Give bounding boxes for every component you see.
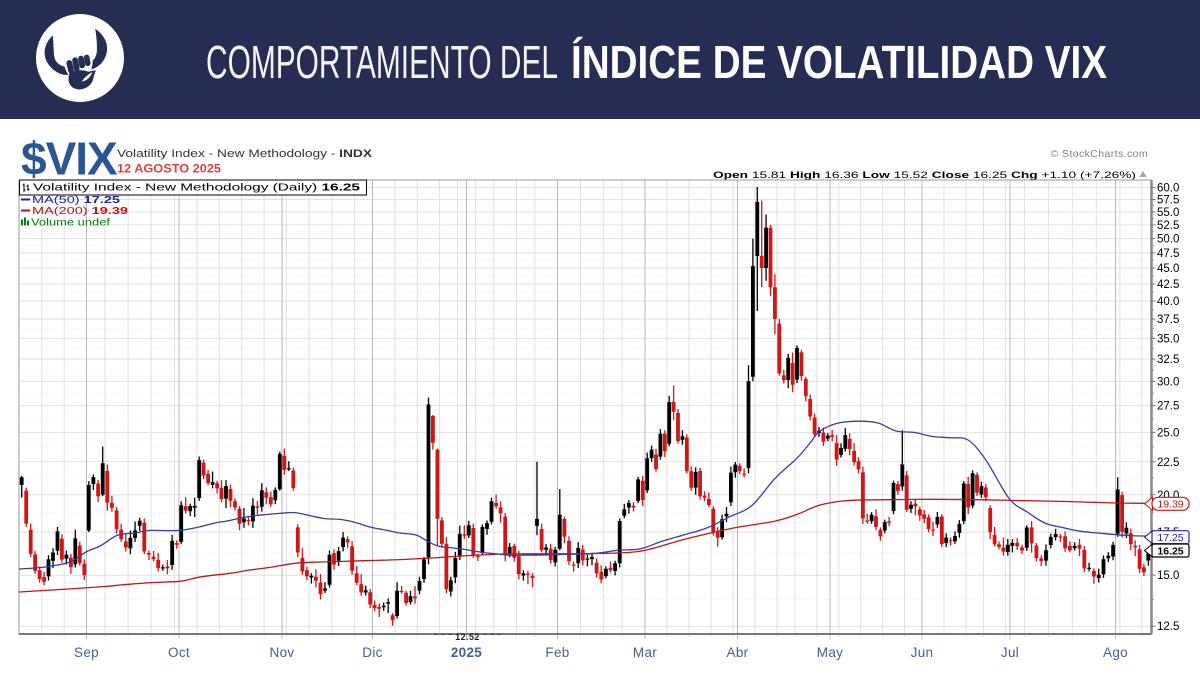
svg-text:COMPORTAMIENTO DEL: COMPORTAMIENTO DEL xyxy=(206,36,558,88)
svg-text:© StockCharts.com: © StockCharts.com xyxy=(1051,148,1148,160)
svg-text:35.0: 35.0 xyxy=(1157,333,1179,345)
svg-text:50.0: 50.0 xyxy=(1157,234,1179,246)
svg-text:16.25: 16.25 xyxy=(1157,545,1183,557)
svg-text:27.5: 27.5 xyxy=(1157,401,1179,413)
svg-text:Nov: Nov xyxy=(270,645,295,660)
svg-text:Ago: Ago xyxy=(1103,645,1128,660)
svg-text:Oct: Oct xyxy=(168,645,190,660)
svg-text:57.5: 57.5 xyxy=(1157,195,1179,207)
svg-text:55.0: 55.0 xyxy=(1157,207,1179,219)
svg-text:Jul: Jul xyxy=(1001,645,1019,660)
svg-text:Mar: Mar xyxy=(633,645,657,660)
svg-text:45.0: 45.0 xyxy=(1157,263,1179,275)
svg-text:Jun: Jun xyxy=(911,645,934,660)
svg-text:Sep: Sep xyxy=(74,645,99,660)
svg-text:Volatility Index - New Methodo: Volatility Index - New Methodology - IND… xyxy=(117,148,373,160)
svg-text:12.52: 12.52 xyxy=(455,632,480,642)
svg-text:47.5: 47.5 xyxy=(1157,248,1179,260)
svg-text:Open 15.81 High 16.36 Low 15.5: Open 15.81 High 16.36 Low 15.52 Close 16… xyxy=(713,170,1136,181)
svg-text:22.5: 22.5 xyxy=(1157,457,1179,469)
svg-text:25.0: 25.0 xyxy=(1157,427,1179,439)
svg-text:Feb: Feb xyxy=(545,645,569,660)
svg-text:ÍNDICE DE VOLATILIDAD VIX: ÍNDICE DE VOLATILIDAD VIX xyxy=(571,36,1107,88)
svg-text:19.39: 19.39 xyxy=(1157,499,1183,511)
svg-text:12.5: 12.5 xyxy=(1157,621,1179,633)
svg-text:17.25: 17.25 xyxy=(1157,532,1183,544)
svg-text:$VIX: $VIX xyxy=(21,133,118,185)
svg-text:May: May xyxy=(817,645,843,660)
svg-text:52.5: 52.5 xyxy=(1157,220,1179,232)
svg-text:Volume undef: Volume undef xyxy=(31,217,110,229)
svg-text:Abr: Abr xyxy=(727,645,749,660)
svg-text:MA(50) 17.25: MA(50) 17.25 xyxy=(32,194,120,206)
svg-text:42.5: 42.5 xyxy=(1157,279,1179,291)
svg-text:60.0: 60.0 xyxy=(1157,183,1179,195)
svg-text:32.5: 32.5 xyxy=(1157,354,1179,366)
svg-text:Volatility Index - New Methodo: Volatility Index - New Methodology (Dail… xyxy=(33,182,360,194)
svg-text:MA(200) 19.39: MA(200) 19.39 xyxy=(32,205,128,217)
svg-text:Dic: Dic xyxy=(362,645,382,660)
svg-text:15.0: 15.0 xyxy=(1157,570,1179,582)
svg-text:12 AGOSTO 2025: 12 AGOSTO 2025 xyxy=(117,164,222,176)
svg-text:37.5: 37.5 xyxy=(1157,314,1179,326)
svg-text:30.0: 30.0 xyxy=(1157,376,1179,388)
svg-text:2025: 2025 xyxy=(451,645,482,660)
svg-text:40.0: 40.0 xyxy=(1157,296,1179,308)
